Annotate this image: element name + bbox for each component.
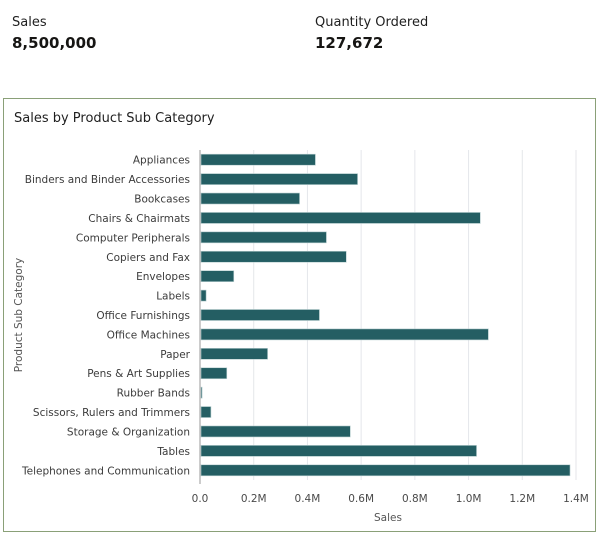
kpi-sales-label: Sales [12,15,47,30]
bar [200,250,347,263]
x-tick-label: 1.0M [456,493,482,505]
category-label: Labels [156,291,190,303]
x-tick-label: 0.8M [402,493,428,505]
chart-title: Sales by Product Sub Category [14,111,215,126]
bar [200,367,228,380]
x-tick-labels: 0.0 0.2M 0.4M 0.6M 0.8M 1.0M 1.2M 1.4M [192,493,589,505]
bar [200,212,481,224]
category-label: Computer Peripherals [76,232,190,244]
chart-panel: Sales by Product Sub Category Appliances… [3,98,596,532]
category-label: Paper [160,349,190,361]
bar [200,231,327,244]
category-label: Storage & Organization [67,426,190,438]
x-tick-label: 0.2M [241,493,267,505]
bar [200,289,207,302]
bar [200,406,212,418]
bar [200,445,477,457]
x-tick-label: 0.6M [348,493,374,505]
kpi-sales: Sales 8,500,000 [12,15,96,52]
bar [200,192,300,205]
x-axis-title: Sales [374,512,402,524]
bar-chart: Appliances Binders and Binder Accessories… [13,150,589,524]
category-label: Appliances [133,155,190,167]
x-tick-label: 1.4M [563,493,589,505]
bar [200,270,235,282]
bar [200,328,489,341]
category-label: Chairs & Chairmats [88,213,190,225]
bar [200,153,316,166]
bar [200,173,358,185]
category-label: Envelopes [136,271,190,283]
kpi-quantity-ordered: Quantity Ordered 127,672 [315,15,428,52]
category-label: Office Machines [107,329,190,341]
category-label: Tables [156,446,190,458]
x-tick-label: 0.0 [192,493,209,505]
bar [200,309,320,321]
kpi-quantity-value: 127,672 [315,34,384,52]
category-label: Pens & Art Supplies [87,368,190,380]
category-labels: Appliances Binders and Binder Accessories… [21,155,191,478]
category-label: Office Furnishings [96,310,190,322]
bar [200,464,571,477]
bar [200,386,203,399]
category-label: Scissors, Rulers and Trimmers [33,407,190,419]
bar [200,348,268,360]
bars [200,153,571,477]
x-tick-label: 0.4M [295,493,321,505]
category-label: Binders and Binder Accessories [25,174,190,186]
x-tick-label: 1.2M [509,493,535,505]
category-label: Telephones and Communication [21,465,190,477]
category-label: Bookcases [134,194,190,206]
category-label: Rubber Bands [117,388,190,400]
category-label: Copiers and Fax [106,252,190,264]
y-axis-title: Product Sub Category [13,258,25,373]
bar [200,425,351,438]
kpi-sales-value: 8,500,000 [12,34,97,52]
kpi-quantity-label: Quantity Ordered [315,15,429,30]
